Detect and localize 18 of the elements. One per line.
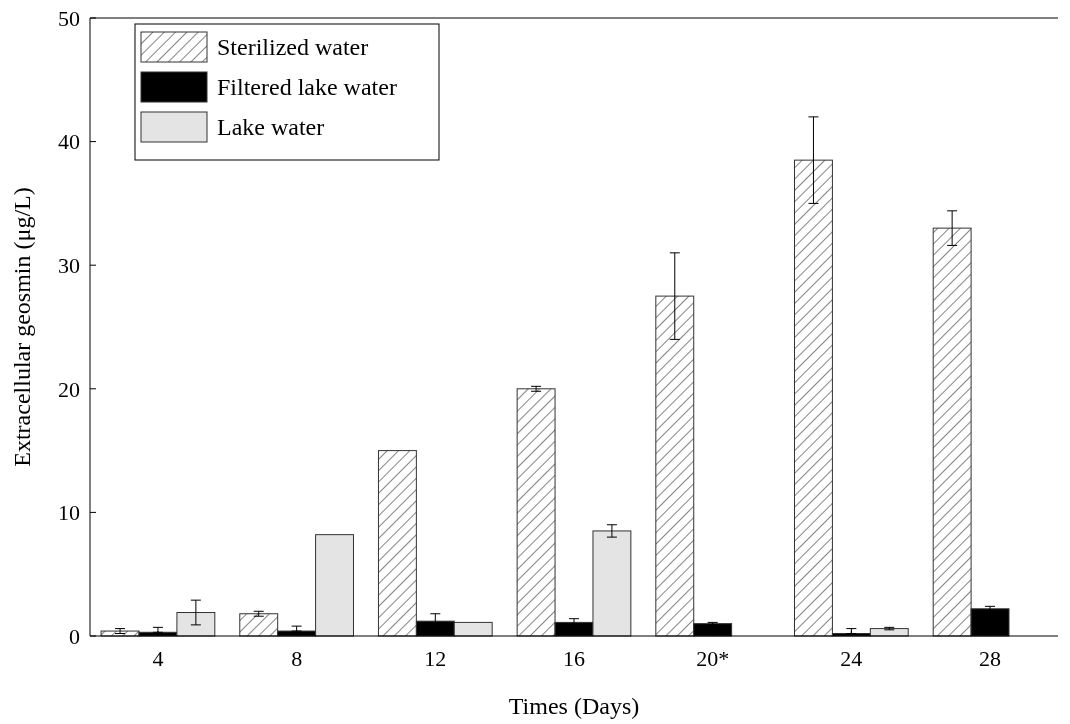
y-tick-label: 30 (58, 252, 80, 278)
x-tick-label: 20* (696, 646, 730, 671)
y-tick-label: 40 (58, 129, 80, 155)
x-tick-label: 24 (840, 646, 863, 671)
x-tick-label: 16 (563, 646, 585, 671)
legend-label: Filtered lake water (217, 74, 397, 101)
legend-label: Lake water (217, 114, 325, 141)
y-tick-label: 50 (58, 5, 80, 31)
y-tick-label: 20 (58, 376, 80, 402)
x-tick-label: 12 (424, 646, 447, 671)
x-tick-label: 28 (979, 646, 1002, 671)
legend-label: Sterilized water (217, 34, 369, 61)
x-axis-title: Times (Days) (508, 693, 640, 719)
x-tick-label: 4 (152, 646, 164, 671)
y-tick-label: 0 (69, 623, 80, 649)
y-tick-label: 10 (58, 500, 80, 526)
y-axis-title: Extracellular geosmin (μg/L) (9, 187, 35, 467)
x-tick-label: 8 (291, 646, 303, 671)
